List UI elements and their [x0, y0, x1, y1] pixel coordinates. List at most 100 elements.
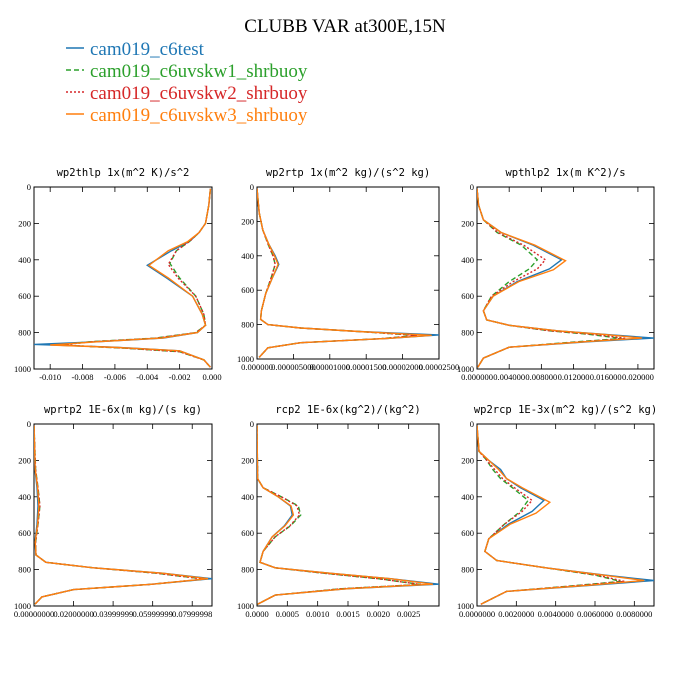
series-line — [257, 425, 421, 605]
series-line — [257, 425, 421, 605]
y-tick-label: 400 — [241, 251, 254, 261]
chart-panel: wp2rtp 1x(m^2 kg)/(s^2 kg) 0 200 400 600 800 1… — [237, 167, 459, 372]
y-tick-label: 0 — [250, 182, 254, 192]
chart-panel: rcp2 1E-6x(kg^2)/(kg^2) 0 200 400 600 800 1000… — [237, 404, 440, 619]
y-tick-label: 600 — [241, 285, 254, 295]
y-tick-label: 1000 — [14, 601, 31, 611]
x-tick-label: 0.0010 — [306, 609, 329, 619]
y-tick-label: 1000 — [237, 354, 254, 364]
y-tick-label: 800 — [18, 565, 31, 575]
legend-label: cam019_c6uvskw2_shrbuoy — [90, 83, 308, 104]
series-line — [34, 425, 205, 605]
plot-frame — [476, 186, 655, 370]
y-tick-label: 0 — [470, 182, 474, 192]
panel-title: wprtp2 1E-6x(m kg)/(s kg) — [44, 404, 202, 416]
x-tick-label: 0.000000 — [241, 362, 273, 372]
series-line — [257, 188, 418, 358]
y-tick-label: 1000 — [457, 364, 474, 374]
x-tick-label: 0.0015 — [336, 609, 359, 619]
y-tick-label: 200 — [241, 455, 254, 465]
y-tick-label: 1000 — [14, 364, 31, 374]
x-tick-label: -0.002 — [169, 372, 191, 382]
x-tick-label: 0.00002000 — [382, 362, 422, 372]
series-line — [257, 188, 418, 358]
x-tick-label: 0.0080000 — [616, 609, 652, 619]
chart-panel: wprtp2 1E-6x(m kg)/(s kg) 0 200 400 600 800 10… — [14, 404, 213, 619]
x-tick-label: 0.03999999 — [93, 609, 133, 619]
x-tick-label: -0.006 — [104, 372, 126, 382]
series-line — [477, 188, 654, 368]
series-line — [58, 188, 212, 368]
plot-frame — [256, 423, 440, 607]
y-tick-label: 200 — [241, 216, 254, 226]
panels: wp2thlp 1x(m^2 K)/s^2 0 200 400 600 800 1000 -0… — [14, 167, 657, 619]
y-tick-label: 1000 — [457, 601, 474, 611]
y-tick-label: 400 — [18, 492, 31, 502]
y-tick-label: 0 — [250, 419, 254, 429]
x-tick-label: 0.000005000 — [271, 362, 316, 372]
y-tick-label: 400 — [461, 492, 474, 502]
legend-label: cam019_c6uvskw3_shrbuoy — [90, 105, 308, 126]
x-tick-label: 0.00001000 — [310, 362, 350, 372]
legend: cam019_c6test cam019_c6uvskw1_shrbuoy ca… — [66, 39, 308, 126]
series-line — [477, 425, 645, 605]
y-tick-label: 0 — [27, 419, 31, 429]
x-tick-label: 0.0005 — [276, 609, 299, 619]
y-tick-label: 200 — [461, 218, 474, 228]
series-line — [477, 425, 621, 605]
x-tick-label: 0.00001500 — [346, 362, 386, 372]
chart-panel: wpthlp2 1x(m K^2)/s020040060080010000.00… — [457, 167, 655, 382]
x-tick-label: -0.008 — [72, 372, 94, 382]
x-tick-label: 0.000000 — [461, 372, 493, 382]
x-tick-label: 0.00002500 — [419, 362, 459, 372]
x-tick-label: -0.004 — [136, 372, 159, 382]
legend-entry: cam019_c6uvskw3_shrbuoy — [66, 105, 308, 126]
panel-title: wp2rcp 1E-3x(m^2 kg)/(s^2 kg) — [474, 404, 657, 416]
y-tick-label: 200 — [18, 455, 31, 465]
panel-title: rcp2 1E-6x(kg^2)/(kg^2) — [275, 404, 420, 416]
y-tick-label: 600 — [461, 291, 474, 301]
x-tick-label: 0.02000000 — [53, 609, 93, 619]
y-tick-label: 600 — [461, 528, 474, 538]
y-tick-label: 800 — [18, 328, 31, 338]
panel-title: wpthlp2 1x(m K^2)/s — [505, 167, 625, 179]
series-line — [257, 425, 439, 605]
x-tick-label: 0.020000 — [622, 372, 654, 382]
y-tick-label: 200 — [18, 218, 31, 228]
series-line — [477, 188, 642, 368]
x-tick-label: -0.010 — [39, 372, 61, 382]
series-line — [257, 188, 432, 358]
legend-label: cam019_c6uvskw1_shrbuoy — [90, 61, 308, 82]
panel-title: wp2rtp 1x(m^2 kg)/(s^2 kg) — [266, 167, 430, 179]
x-tick-label: 0.0060000 — [577, 609, 613, 619]
y-tick-label: 400 — [461, 255, 474, 265]
plot-frame — [33, 423, 213, 607]
series-line — [34, 425, 205, 605]
legend-entry: cam019_c6test — [66, 39, 205, 60]
series-line — [34, 425, 209, 605]
x-tick-label: 0.000 — [202, 372, 221, 382]
y-tick-label: 400 — [18, 255, 31, 265]
chart-panel: wp2rcp 1E-3x(m^2 kg)/(s^2 kg)0 200 400 600 8… — [457, 404, 657, 619]
figure-title: CLUBB VAR at300E,15N — [244, 16, 446, 37]
y-tick-label: 600 — [241, 528, 254, 538]
x-tick-label: 0.008000 — [525, 372, 557, 382]
y-tick-label: 800 — [461, 565, 474, 575]
x-tick-label: 0.0000 — [245, 609, 268, 619]
plot-frame — [256, 186, 440, 360]
y-tick-label: 0 — [470, 419, 474, 429]
y-tick-label: 800 — [461, 328, 474, 338]
y-tick-label: 600 — [18, 291, 31, 301]
x-tick-label: 0.0040000 — [538, 609, 574, 619]
y-tick-label: 0 — [27, 182, 31, 192]
y-tick-label: 600 — [18, 528, 31, 538]
x-tick-label: 0.0000000 — [459, 609, 495, 619]
y-tick-label: 800 — [241, 320, 254, 330]
series-line — [257, 188, 439, 358]
x-tick-label: 0.07999998 — [172, 609, 212, 619]
legend-entry: cam019_c6uvskw1_shrbuoy — [66, 61, 308, 82]
y-tick-label: 800 — [241, 565, 254, 575]
y-tick-label: 1000 — [237, 601, 254, 611]
x-tick-label: 0.00000000 — [14, 609, 54, 619]
